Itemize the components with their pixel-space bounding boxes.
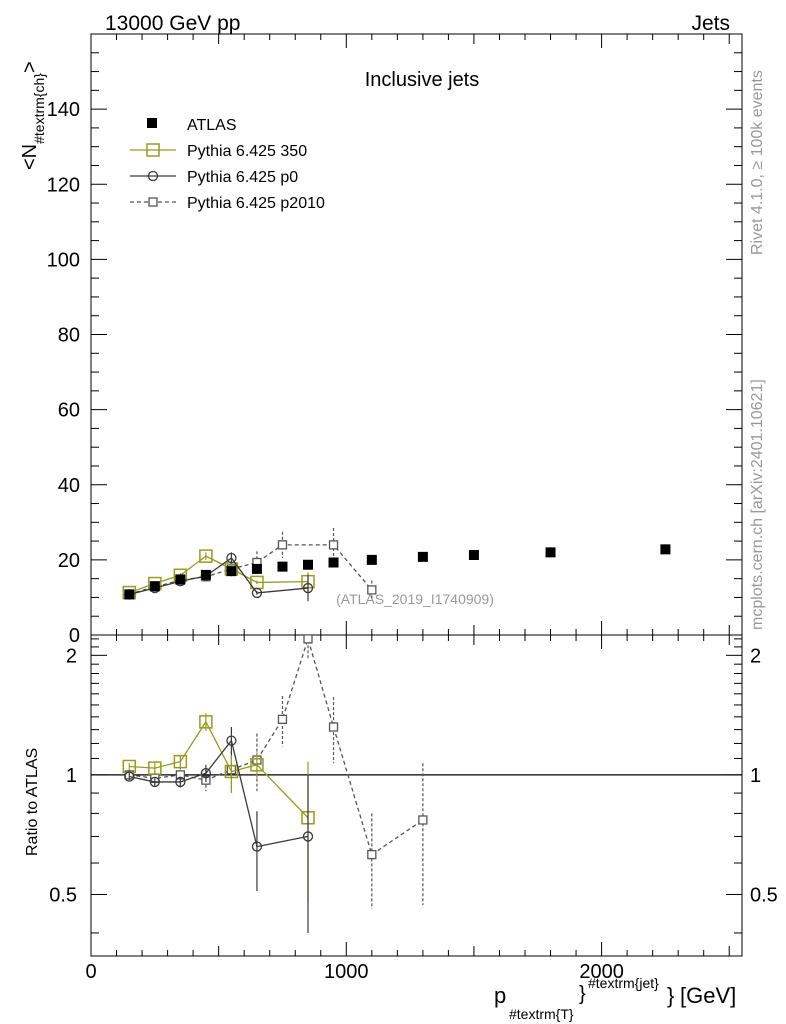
x-axis-label-close: } bbox=[667, 983, 674, 1008]
legend-marker-p0 bbox=[147, 170, 159, 182]
y-tick-label: 0 bbox=[69, 625, 80, 647]
ratio-tick-label: 2 bbox=[66, 645, 77, 667]
series-marker-3 bbox=[277, 540, 288, 550]
series-marker-3 bbox=[418, 815, 428, 825]
series-marker-2 bbox=[200, 768, 212, 779]
ratio-line-2 bbox=[129, 739, 309, 848]
x-axis-label-unit: [GeV] bbox=[680, 983, 736, 1008]
y-axis-label-sub: #textrm{ch} bbox=[31, 73, 47, 144]
x-axis-label-sub: #textrm{T} bbox=[509, 1006, 574, 1022]
x-axis-label-brace: } bbox=[579, 983, 586, 1005]
y-axis-label-end: > bbox=[19, 61, 41, 73]
atlas-point bbox=[468, 549, 479, 560]
series-marker-1 bbox=[173, 754, 188, 769]
svg-text:<N#textrm{ch}>: <N#textrm{ch}> bbox=[19, 61, 47, 170]
atlas-point bbox=[545, 547, 556, 558]
x-axis-label-main: p bbox=[494, 983, 506, 1008]
atlas-point bbox=[175, 574, 186, 585]
series-marker-2 bbox=[251, 587, 263, 599]
legend-marker-p2010 bbox=[148, 197, 158, 207]
ratio-tick-label-right: 1 bbox=[750, 765, 761, 787]
ratio-tick-label: 1 bbox=[66, 765, 77, 787]
series-marker-3 bbox=[328, 722, 339, 732]
series-marker-2 bbox=[302, 831, 314, 842]
series-marker-2 bbox=[302, 582, 314, 594]
y-tick-label: 80 bbox=[58, 325, 80, 347]
y-axis-label-main: <N bbox=[19, 144, 41, 170]
x-axis-label: p #textrm{T} } #textrm{jet} } [GeV] bbox=[494, 975, 736, 1022]
series-marker-1 bbox=[199, 715, 213, 729]
y-tick-label: 120 bbox=[47, 174, 80, 196]
series-marker-3 bbox=[367, 585, 377, 595]
atlas-point bbox=[277, 561, 288, 572]
axes: 0 1000 2000 0 20 40 60 80 100 120 140 0.5 0.5 1 1 2 2 bbox=[47, 33, 778, 983]
ratio-tick-label: 0.5 bbox=[49, 884, 77, 906]
ratio-panel-marks bbox=[122, 635, 428, 933]
analysis-watermark: (ATLAS_2019_I1740909) bbox=[336, 591, 494, 607]
atlas-point bbox=[660, 544, 671, 555]
series-marker-2 bbox=[226, 735, 237, 746]
atlas-point bbox=[328, 557, 339, 568]
ratio-plot-frame bbox=[90, 634, 743, 957]
ratio-y-axis-label: Ratio to ATLAS bbox=[24, 748, 41, 856]
ratio-tick-label-right: 2 bbox=[750, 645, 761, 667]
series-marker-2 bbox=[175, 776, 186, 788]
series-marker-3 bbox=[367, 849, 377, 860]
series-marker-1 bbox=[224, 764, 239, 779]
legend-label-350: Pythia 6.425 350 bbox=[187, 143, 307, 160]
x-tick-label: 0 bbox=[85, 961, 96, 983]
series-marker-2 bbox=[251, 841, 263, 852]
series-marker-2 bbox=[124, 771, 135, 782]
legend-marker-350 bbox=[146, 143, 160, 157]
y-axis-label: <N#textrm{ch}> bbox=[19, 61, 47, 170]
atlas-point bbox=[200, 569, 211, 580]
marks bbox=[122, 527, 671, 933]
atlas-point bbox=[251, 563, 262, 574]
x-axis-label-sup: #textrm{jet} bbox=[588, 975, 659, 991]
x-tick-label: 2000 bbox=[579, 961, 624, 983]
series-marker-3 bbox=[303, 635, 313, 644]
mcplots-label: mcplots.cern.ch [arXiv:2401.10621] bbox=[749, 379, 766, 630]
series-marker-2 bbox=[149, 776, 160, 788]
legend-label-p2010: Pythia 6.425 p2010 bbox=[187, 195, 325, 212]
legend-marker-atlas bbox=[147, 118, 157, 128]
atlas-point bbox=[417, 551, 428, 562]
header-left: 13000 GeV pp bbox=[105, 12, 240, 35]
series-marker-1 bbox=[199, 549, 213, 563]
header-right: Jets bbox=[691, 12, 730, 35]
legend: ATLAS Pythia 6.425 350 Pythia 6.425 p0 P… bbox=[130, 117, 325, 212]
y-tick-label: 140 bbox=[47, 99, 80, 121]
y-tick-label: 100 bbox=[47, 249, 80, 271]
rivet-label: Rivet 4.1.0, ≥ 100k events bbox=[749, 70, 766, 255]
atlas-point bbox=[149, 581, 160, 592]
ratio-line-3 bbox=[129, 636, 424, 856]
ratio-line-1 bbox=[129, 720, 309, 819]
legend-label-p0: Pythia 6.425 p0 bbox=[187, 169, 298, 186]
series-marker-1 bbox=[148, 761, 162, 775]
atlas-point bbox=[124, 589, 135, 600]
series-marker-2 bbox=[226, 552, 237, 564]
legend-label-atlas: ATLAS bbox=[187, 117, 237, 134]
series-marker-3 bbox=[277, 714, 288, 724]
ratio-tick-label-right: 0.5 bbox=[750, 884, 778, 906]
atlas-point bbox=[366, 554, 377, 565]
y-tick-label: 60 bbox=[58, 400, 80, 422]
atlas-point bbox=[303, 559, 313, 570]
y-tick-label: 20 bbox=[58, 550, 80, 572]
x-tick-label: 1000 bbox=[324, 961, 369, 983]
series-marker-3 bbox=[328, 540, 339, 550]
y-tick-label: 40 bbox=[58, 475, 80, 497]
series-marker-1 bbox=[250, 758, 264, 772]
chart-title: Inclusive jets bbox=[365, 69, 480, 91]
main-panel-marks bbox=[122, 527, 671, 602]
atlas-point bbox=[226, 566, 237, 577]
